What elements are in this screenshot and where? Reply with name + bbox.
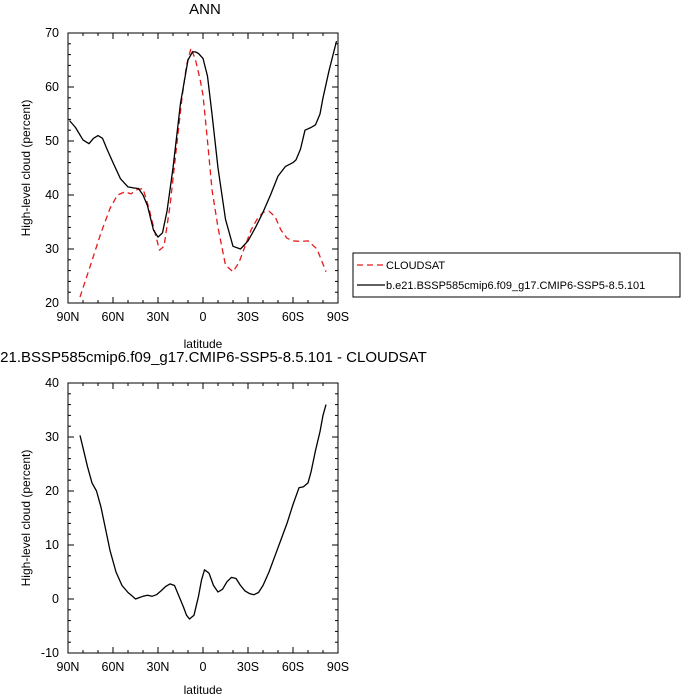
bottom-chart-title: b.e21.BSSP585cmip6.f09_g17.CMIP6-SSP5-8.…: [0, 349, 427, 366]
top-y-tick-label: 60: [45, 80, 59, 94]
top-x-tick-label: 0: [200, 310, 207, 324]
top-y-tick-label: 20: [45, 296, 59, 310]
top-series-line-cloudsat: [79, 47, 327, 298]
top-y-tick-label: 70: [45, 26, 59, 40]
top-y-axis-label: High-level cloud (percent): [19, 100, 33, 237]
top-x-tick-label: 60S: [282, 310, 304, 324]
bottom-y-tick-label: 40: [45, 376, 59, 390]
top-plot-frame: [67, 32, 339, 304]
top-x-tick-label: 30N: [147, 310, 170, 324]
top-x-tick-label: 60N: [102, 310, 125, 324]
bottom-y-tick-label: -10: [41, 646, 59, 660]
bottom-y-tick-label: 10: [45, 538, 59, 552]
top-series-line-b-e21-bssp585cmip6-f: [69, 40, 338, 250]
top-x-tick-label: 90N: [57, 310, 80, 324]
top-y-tick-label: 50: [45, 134, 59, 148]
bottom-plot-area: [79, 404, 327, 620]
top-x-tick-label: 90S: [327, 310, 349, 324]
bottom-y-ticks: -10 0 10 20 30 40: [41, 376, 338, 660]
bottom-y-tick-label: 0: [52, 592, 59, 606]
bottom-x-tick-label: 60S: [282, 660, 304, 674]
bottom-x-ticks: 90N 60N 30N 0 30S 60S 90S: [57, 383, 349, 674]
legend-box: [352, 252, 681, 298]
top-chart-title: ANN: [189, 1, 221, 18]
top-y-tick-label: 40: [45, 188, 59, 202]
bottom-x-tick-label: 30N: [147, 660, 170, 674]
top-panel: ANN 90N 60N 30N 0 30S 60S 90S 20 30 40 50 60 70 lat…: [19, 1, 349, 351]
bottom-plot-frame: [67, 382, 339, 654]
bottom-y-tick-label: 30: [45, 430, 59, 444]
legend: CLOUDSAT b.e21.BSSP585cmip6.f09_g17.CMIP…: [352, 252, 681, 298]
bottom-y-axis-label: High-level cloud (percent): [19, 450, 33, 587]
bottom-y-tick-label: 20: [45, 484, 59, 498]
bottom-x-tick-label: 90S: [327, 660, 349, 674]
top-y-ticks: 20 30 40 50 60 70: [45, 26, 338, 310]
bottom-panel: b.e21.BSSP585cmip6.f09_g17.CMIP6-SSP5-8.…: [0, 349, 427, 697]
top-plot-area: [69, 40, 338, 298]
bottom-x-tick-label: 60N: [102, 660, 125, 674]
bottom-series-line-difference: [79, 404, 327, 620]
bottom-x-tick-label: 90N: [57, 660, 80, 674]
top-x-tick-label: 30S: [237, 310, 259, 324]
top-x-ticks: 90N 60N 30N 0 30S 60S 90S: [57, 33, 349, 324]
legend-label-model: b.e21.BSSP585cmip6.f09_g17.CMIP6-SSP5-8.…: [386, 280, 645, 292]
top-y-tick-label: 30: [45, 242, 59, 256]
bottom-x-axis-label: latitude: [184, 683, 223, 697]
legend-label-cloudsat: CLOUDSAT: [386, 260, 445, 272]
bottom-x-tick-label: 0: [200, 660, 207, 674]
top-x-axis-label: latitude: [184, 337, 223, 351]
bottom-x-tick-label: 30S: [237, 660, 259, 674]
